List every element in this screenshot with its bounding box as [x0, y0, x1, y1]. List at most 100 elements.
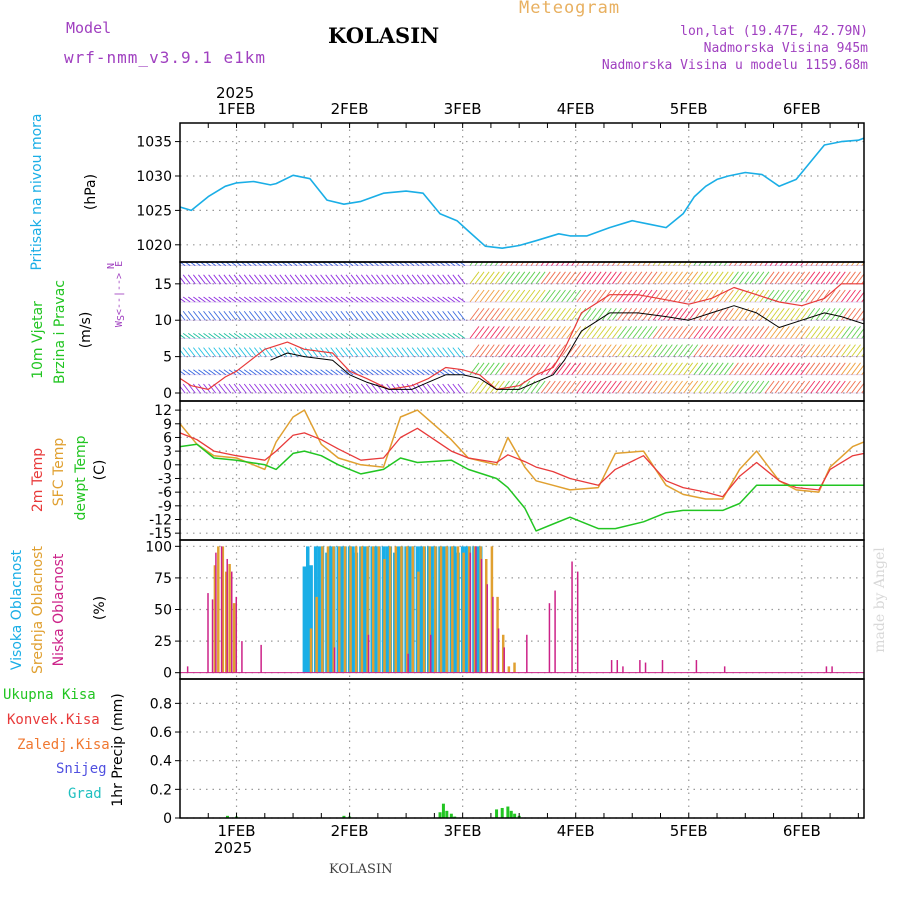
wind-barb: [495, 362, 505, 376]
wind-barb: [505, 307, 515, 321]
wind-barb: [214, 262, 221, 267]
wind-barb: [203, 347, 211, 357]
wind-barb: [452, 274, 461, 285]
wind-barb: [233, 369, 242, 376]
wind-barb: [180, 370, 186, 376]
wind-barb: [800, 262, 804, 266]
wind-barb: [193, 296, 201, 303]
wind-barb: [442, 274, 450, 285]
wind-barb: [180, 283, 181, 284]
wind-barb: [294, 274, 303, 285]
wind-barb: [416, 310, 425, 321]
wind-barb: [310, 369, 318, 376]
panel-frame: [179, 678, 865, 819]
wind-barb: [325, 383, 333, 394]
wind-barb: [474, 289, 485, 303]
wind-barb: [724, 271, 734, 285]
wind-barb: [561, 271, 571, 285]
wind-barb: [269, 383, 278, 394]
wind-barb: [551, 362, 561, 376]
time-label-bottom: 6FEB: [783, 822, 821, 840]
wind-barb: [851, 380, 861, 394]
wind-barb: [759, 326, 770, 339]
wind-barb: [218, 296, 227, 303]
model-label: Model: [66, 19, 112, 37]
wind-barb: [835, 380, 846, 394]
wind-barb: [825, 344, 836, 357]
wind-barb: [591, 307, 602, 321]
wind-barb: [617, 307, 627, 321]
wind-barb: [182, 333, 191, 339]
wind-barb: [708, 362, 719, 376]
wind-barb: [203, 383, 211, 394]
wind-barb: [199, 262, 206, 267]
wind-barb: [457, 369, 466, 376]
wind-barb: [678, 380, 688, 394]
wind-barb: [556, 262, 560, 266]
wind-barb: [406, 333, 415, 339]
wind-barb: [366, 333, 374, 339]
y-tick-label: 0.6: [150, 725, 172, 741]
wind-barb: [264, 383, 272, 394]
wind-barb: [187, 274, 196, 285]
wind-barb: [489, 362, 500, 376]
wind-barb: [340, 369, 349, 376]
wind-barb: [759, 307, 770, 321]
wind-barb: [830, 262, 835, 266]
wind-barb: [591, 289, 602, 303]
wind-barb: [693, 344, 704, 357]
wind-barb: [729, 289, 739, 303]
wind-barb: [259, 383, 267, 394]
wind-barb: [320, 383, 328, 394]
wind-barb: [779, 289, 790, 303]
wind-barb: [315, 383, 323, 394]
wind-barb: [698, 380, 709, 394]
wind-barb: [208, 347, 216, 357]
wind-barb: [510, 262, 514, 266]
y-tick-label: 3: [163, 444, 172, 460]
wind-barb: [325, 274, 333, 285]
product-title: Meteogram: [519, 0, 621, 18]
wind-barb: [642, 262, 647, 266]
wind-barb: [622, 271, 632, 285]
wind-barb: [505, 289, 515, 303]
wind-barb: [708, 326, 719, 339]
wind-barb: [279, 347, 288, 357]
time-label-bottom: 5FEB: [670, 822, 708, 840]
total-rain-bar: [225, 815, 229, 818]
wind-barb: [612, 362, 622, 376]
wind-barb: [193, 333, 201, 339]
wind-barb: [759, 380, 770, 394]
wind-barb: [330, 347, 339, 357]
wind-barb: [759, 362, 770, 376]
wind-barb: [724, 344, 734, 357]
wind-barb: [856, 382, 864, 394]
wind-barb: [851, 344, 861, 357]
wind-barb: [861, 352, 864, 357]
wind-barb: [427, 274, 435, 285]
wind-barb: [289, 310, 298, 321]
wind-barb: [744, 362, 755, 376]
wind-barb: [515, 344, 526, 357]
y-tick-label: 0: [163, 386, 172, 402]
wind-barb: [627, 362, 638, 376]
wind-barb: [581, 380, 592, 394]
wind-barb: [662, 307, 673, 321]
wind-barb: [442, 347, 450, 357]
wind-barb: [632, 262, 637, 266]
wind-barb: [612, 380, 622, 394]
wind-gust-line: [180, 283, 864, 390]
wind-barb: [795, 262, 799, 266]
wind-barb: [657, 326, 668, 339]
wind-barb: [774, 326, 785, 339]
wind-barb: [668, 362, 678, 376]
wind-barb: [596, 289, 607, 303]
wind-barb: [396, 369, 405, 376]
wind-barb: [376, 296, 384, 303]
wind-barb: [484, 380, 495, 394]
wind-barb: [248, 347, 257, 357]
wind-barb: [749, 326, 760, 339]
wind-barb: [294, 347, 303, 357]
wind-barb: [520, 326, 531, 339]
wind-barb: [432, 333, 440, 339]
